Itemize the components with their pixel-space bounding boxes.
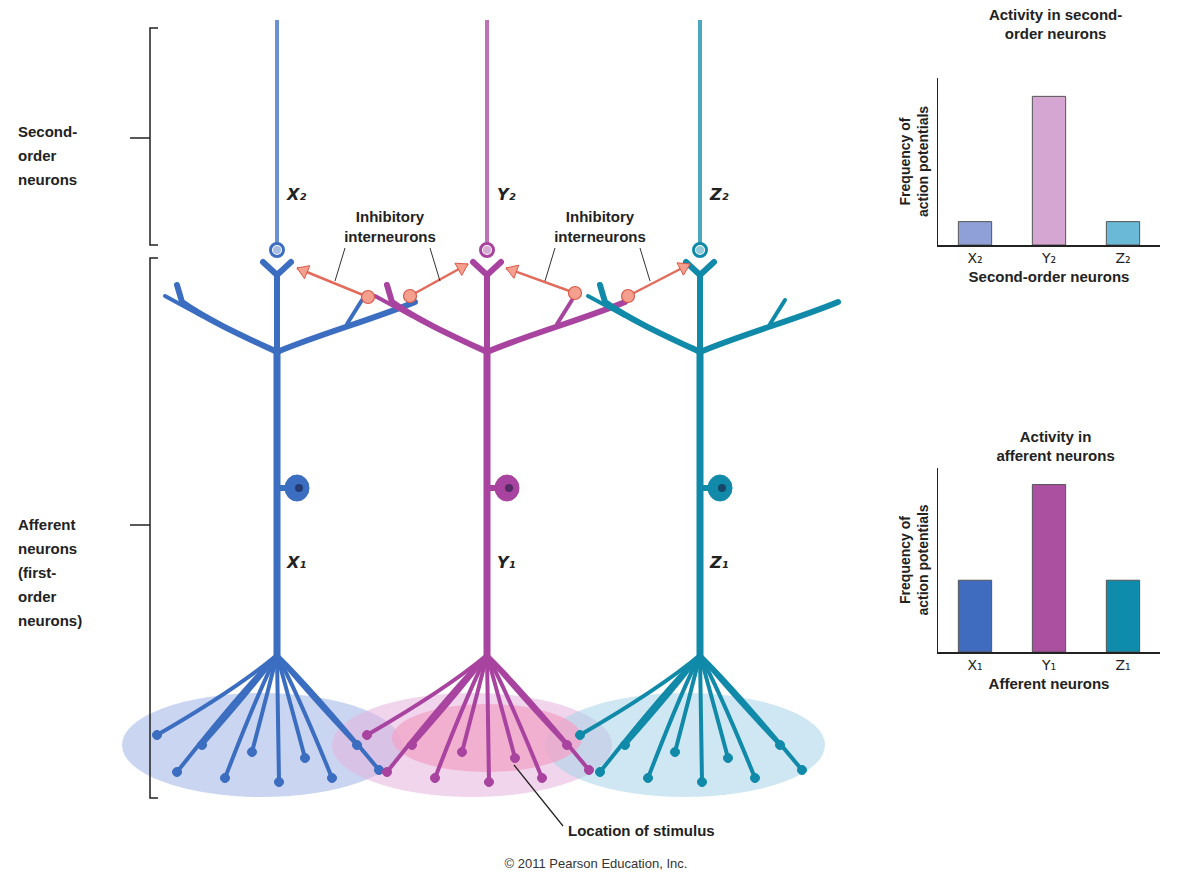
svg-text:Z₂: Z₂ [709, 185, 729, 204]
svg-text:Second-order neurons: Second-order neurons [969, 268, 1130, 285]
svg-text:Z₁: Z₁ [709, 553, 729, 572]
svg-text:X₂: X₂ [967, 250, 982, 266]
svg-text:(first-: (first- [18, 564, 56, 581]
svg-text:Inhibitory: Inhibitory [356, 208, 425, 225]
svg-text:neurons): neurons) [18, 612, 82, 629]
svg-text:Frequency ofaction potentials: Frequency ofaction potentials [897, 504, 931, 615]
svg-text:Y₁: Y₁ [1041, 657, 1056, 673]
svg-text:interneurons: interneurons [344, 228, 436, 245]
svg-text:order: order [18, 147, 57, 164]
svg-text:Z₂: Z₂ [1115, 250, 1130, 266]
svg-text:Afferent neurons: Afferent neurons [989, 675, 1110, 692]
svg-text:Y₁: Y₁ [497, 553, 516, 572]
svg-text:interneurons: interneurons [554, 228, 646, 245]
svg-text:Inhibitory: Inhibitory [566, 208, 635, 225]
svg-text:Y₂: Y₂ [497, 185, 516, 204]
svg-text:Frequency ofaction potentials: Frequency ofaction potentials [897, 106, 931, 217]
svg-text:X₁: X₁ [967, 657, 982, 673]
svg-text:Afferent: Afferent [18, 516, 76, 533]
svg-text:Activity inafferent neurons: Activity inafferent neurons [996, 428, 1114, 465]
svg-text:Second-: Second- [18, 123, 77, 140]
svg-text:neurons: neurons [18, 540, 77, 557]
svg-text:© 2011 Pearson Education, Inc.: © 2011 Pearson Education, Inc. [505, 856, 688, 871]
svg-text:X₂: X₂ [286, 185, 306, 204]
svg-text:Activity in second-order neuro: Activity in second-order neurons [989, 6, 1122, 43]
svg-text:Y₂: Y₂ [1041, 250, 1056, 266]
svg-text:Z₁: Z₁ [1115, 657, 1130, 673]
svg-text:neurons: neurons [18, 171, 77, 188]
svg-text:Location of stimulus: Location of stimulus [568, 822, 715, 839]
svg-text:X₁: X₁ [286, 553, 306, 572]
svg-text:order: order [18, 588, 57, 605]
